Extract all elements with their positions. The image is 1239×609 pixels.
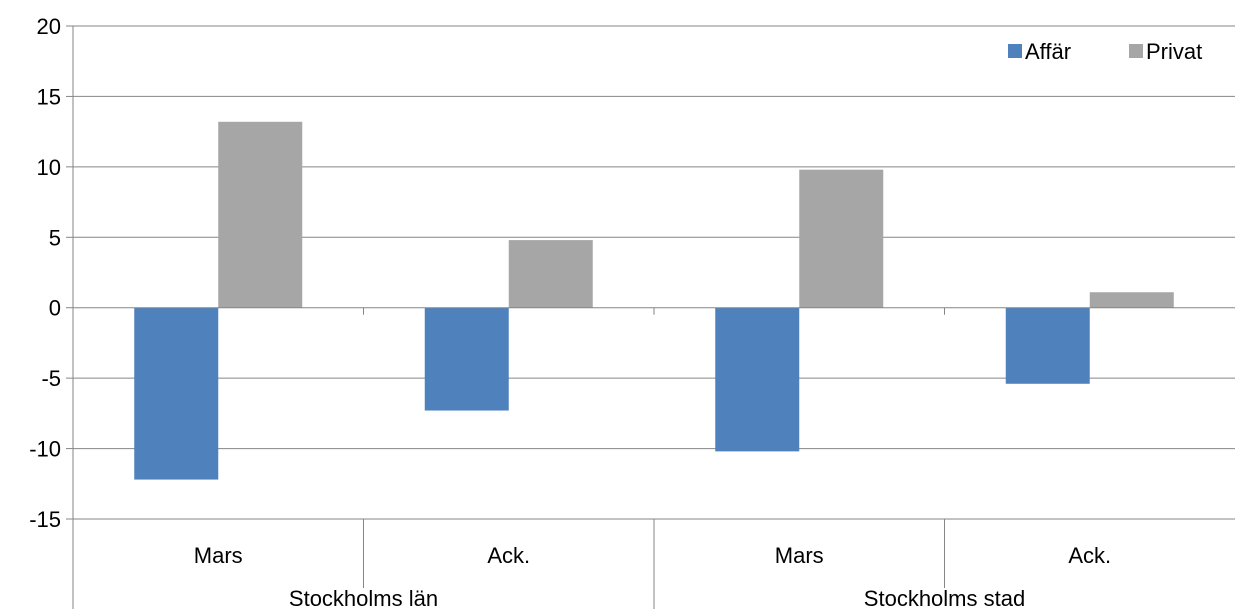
y-tick-label: 0 [49,296,61,321]
x-tick-labels: Mars Ack. Mars Ack. Stockholms län Stockholms… [194,543,1111,609]
y-tick-label: 10 [37,155,61,180]
bar-aff-r [424,307,509,411]
bar-privat [218,121,303,308]
x-tick-label: Ack. [1068,543,1111,568]
x-tick-label: Mars [775,543,824,568]
y-tick-labels: 20 15 10 5 0 -5 -10 -15 [29,14,61,532]
group-label: Stockholms stad [864,586,1025,609]
legend-label-privat: Privat [1146,39,1202,64]
legend-label-aff-r: Affär [1025,39,1071,64]
bar-aff-r [715,307,800,452]
y-tick-label: -5 [41,366,61,391]
y-tick-label: -10 [29,437,61,462]
bar-privat [799,169,884,308]
group-label: Stockholms län [289,586,438,609]
bar-privat [1089,292,1174,308]
x-tick-label: Ack. [487,543,530,568]
y-tick-label: 15 [37,84,61,109]
legend-swatch-aff-r [1008,44,1022,58]
legend: Affär Privat [1008,39,1202,64]
y-tick-label: -15 [29,507,61,532]
y-tick-label: 5 [49,225,61,250]
y-tick-label: 20 [37,14,61,39]
bar-aff-r [1005,307,1090,384]
bar-aff-r [134,307,219,480]
bar-privat [508,240,593,308]
bars [134,121,1174,480]
x-tick-label: Mars [194,543,243,568]
legend-swatch-privat [1129,44,1143,58]
axes [66,25,1235,609]
